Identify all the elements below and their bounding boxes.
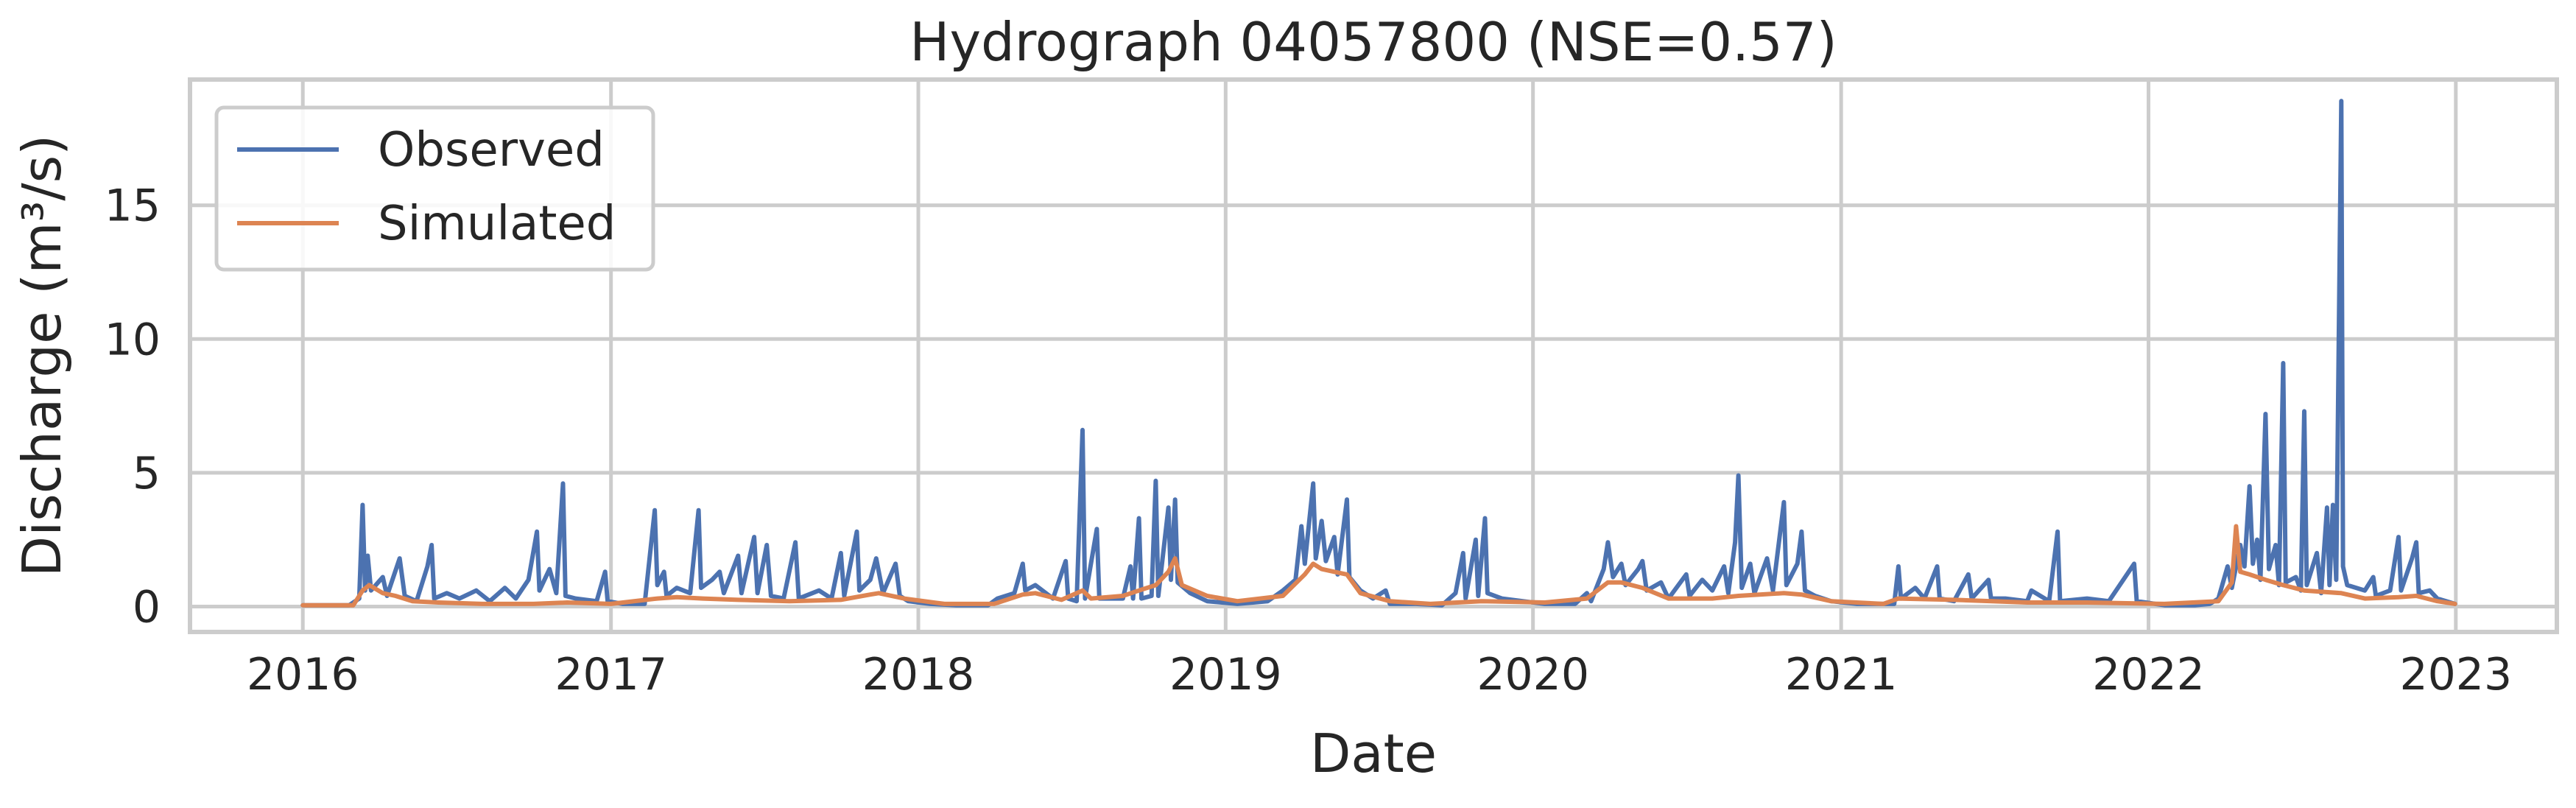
y-tick-label: 5 [133,448,161,499]
series-layer [300,99,2457,608]
x-tick-label: 2017 [555,649,667,700]
x-tick-label: 2018 [862,649,975,700]
x-tick-label: 2016 [247,649,359,700]
plot-frame [188,77,2559,634]
x-tick-label: 2023 [2399,649,2512,700]
y-axis-label: Discharge (m³/s) [11,135,73,577]
y-tick-label: 15 [105,180,161,232]
series-line-simulated [300,524,2457,608]
x-tick-label: 2020 [1477,649,1589,700]
x-tick-label: 2019 [1169,649,1282,700]
x-axis-label: Date [1310,723,1437,784]
x-tick-label: 2021 [1785,649,1898,700]
legend-label-simulated: Simulated [378,197,616,251]
x-tick-label: 2022 [2092,649,2205,700]
y-tick-label: 0 [133,581,161,633]
legend: Observed Simulated [214,105,655,272]
series-line-observed [300,99,2457,608]
chart-title: Hydrograph 04057800 (NSE=0.57) [909,11,1837,73]
y-tick-label: 10 [105,314,161,365]
tick-labels: 0 5 10 15 2016 2017 2018 2019 2020 2021 2022 2023 [105,180,2513,700]
legend-label-observed: Observed [378,123,605,178]
